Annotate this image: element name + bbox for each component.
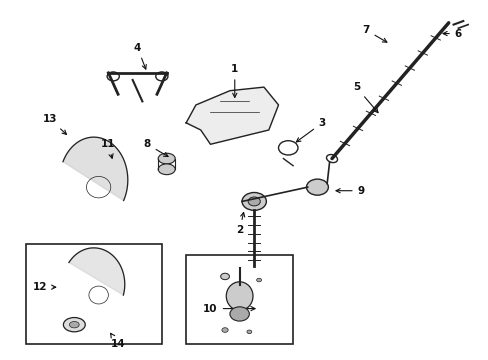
Ellipse shape	[158, 153, 175, 164]
Text: 13: 13	[42, 114, 66, 134]
Ellipse shape	[63, 318, 85, 332]
Text: 11: 11	[101, 139, 115, 158]
Text: 9: 9	[335, 186, 364, 196]
Ellipse shape	[306, 179, 328, 195]
Text: 2: 2	[236, 212, 244, 235]
Polygon shape	[63, 137, 127, 201]
Ellipse shape	[158, 164, 175, 175]
Text: 3: 3	[296, 118, 325, 142]
Text: 8: 8	[143, 139, 168, 157]
Text: 14: 14	[110, 333, 125, 349]
Text: 6: 6	[442, 28, 461, 39]
Ellipse shape	[220, 273, 229, 280]
Ellipse shape	[229, 307, 249, 321]
Text: 7: 7	[362, 25, 386, 42]
Text: 12: 12	[33, 282, 56, 292]
Text: 10: 10	[203, 303, 255, 314]
Text: 5: 5	[352, 82, 377, 113]
Text: 1: 1	[231, 64, 238, 98]
Polygon shape	[69, 248, 124, 295]
Ellipse shape	[242, 193, 266, 210]
Ellipse shape	[222, 328, 228, 332]
Bar	[186, 255, 292, 344]
Bar	[26, 244, 162, 344]
Ellipse shape	[246, 330, 251, 334]
Text: 4: 4	[134, 43, 146, 69]
Polygon shape	[186, 87, 278, 144]
Ellipse shape	[69, 321, 79, 328]
Ellipse shape	[226, 282, 252, 310]
Ellipse shape	[256, 278, 261, 282]
Ellipse shape	[247, 197, 260, 206]
